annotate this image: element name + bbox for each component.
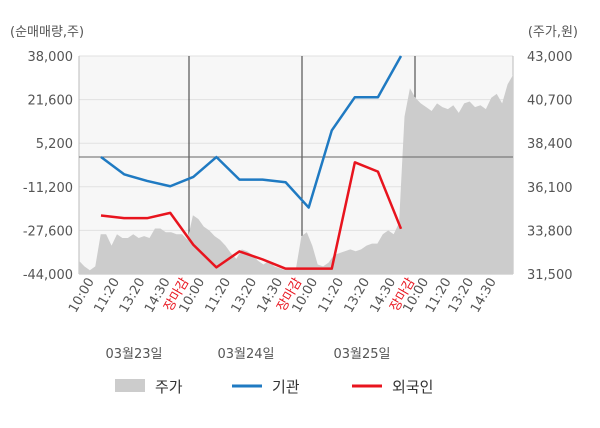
date-label: 03월24일	[217, 347, 274, 362]
left-tick-label: 38,000	[28, 50, 74, 65]
left-tick-label: 21,600	[28, 94, 74, 109]
right-axis-ticks: 43,000 40,700 38,400 36,100 33,800 31,500	[527, 50, 573, 283]
right-tick-label: 40,700	[527, 94, 573, 109]
legend-swatch-price	[115, 379, 145, 392]
price-area	[79, 74, 513, 275]
left-axis-unit-label: (순매매량,주)	[10, 25, 84, 40]
left-tick-label: -27,600	[23, 224, 73, 239]
left-axis-ticks: 38,000 21,600 5,200 -11,200 -27,600 -44,000	[23, 50, 73, 283]
price-area-layer	[79, 74, 513, 275]
right-tick-label: 33,800	[527, 224, 573, 239]
date-label: 03월23일	[105, 347, 162, 362]
legend: 주가 기관 외국인	[115, 378, 433, 396]
right-tick-label: 38,400	[527, 137, 573, 152]
left-tick-label: -44,000	[23, 268, 73, 283]
right-tick-label: 31,500	[527, 268, 573, 283]
left-tick-label: 5,200	[36, 137, 73, 152]
series-line-institution	[100, 55, 403, 209]
left-tick-label: -11,200	[23, 181, 73, 196]
right-tick-label: 43,000	[527, 50, 573, 65]
legend-label: 외국인	[392, 378, 433, 396]
date-labels: 03월23일 03월24일 03월25일	[105, 347, 390, 362]
series-line-foreign	[100, 161, 403, 270]
legend-label: 주가	[155, 378, 183, 396]
date-label: 03월25일	[333, 347, 390, 362]
x-axis-ticks: 10:0011:2013:2014:30장마감10:0011:2013:2014…	[66, 275, 500, 315]
series-layer	[100, 55, 403, 270]
right-tick-label: 36,100	[527, 181, 573, 196]
legend-label: 기관	[272, 378, 300, 396]
right-axis-unit-label: (주가,원)	[528, 25, 578, 40]
